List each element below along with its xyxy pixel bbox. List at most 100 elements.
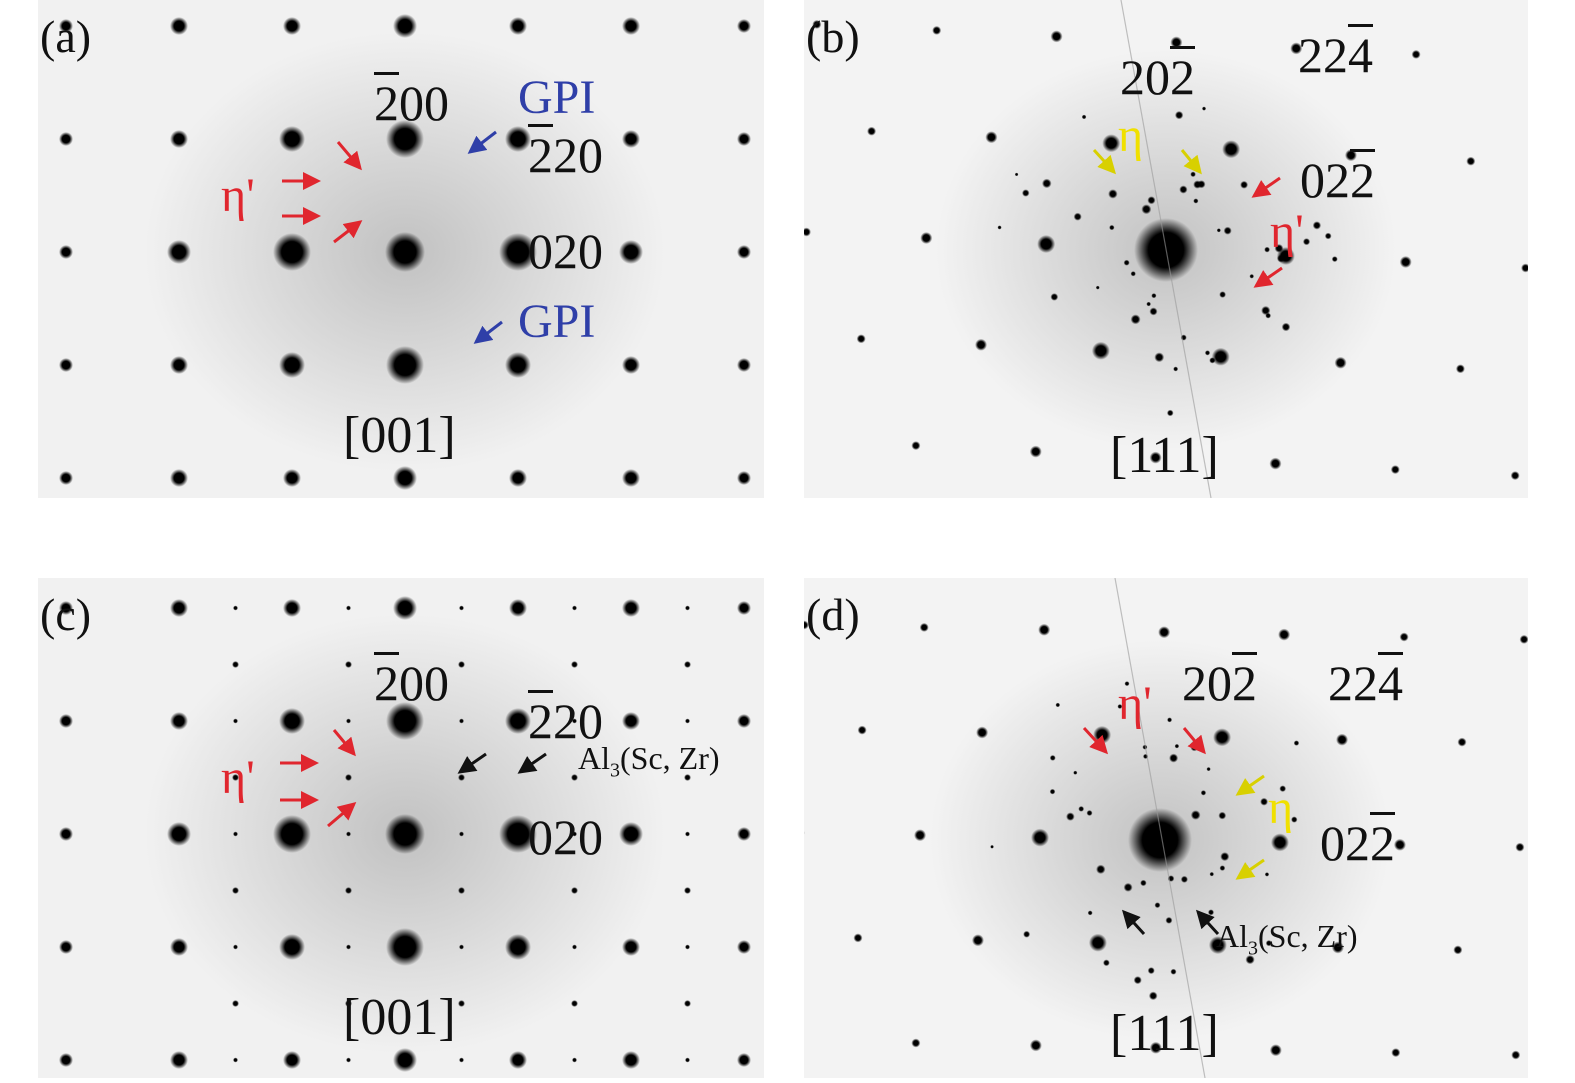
diffraction-spot: [1457, 737, 1467, 747]
diffraction-spot: [233, 1057, 238, 1063]
panel-label: (a): [40, 11, 92, 62]
diffraction-spot: [273, 815, 311, 853]
al3-sc-zr-label: Al3(Sc, Zr): [1216, 918, 1358, 960]
diffraction-spot: [505, 934, 531, 960]
diffraction-spot: [1148, 991, 1158, 1001]
diffraction-spot: [1190, 810, 1201, 820]
diffraction-spot: [1261, 305, 1271, 316]
diffraction-spot: [622, 356, 640, 374]
diffraction-spot: [1466, 156, 1476, 166]
diffraction-spot: [1519, 634, 1528, 644]
diffraction-spot: [572, 605, 577, 611]
diffraction-spot: [737, 601, 751, 615]
diffraction-spot: [1123, 882, 1133, 892]
diffraction-spot: [233, 718, 238, 724]
diffraction-spot: [1088, 933, 1107, 952]
diffraction-spot: [1219, 865, 1226, 871]
diffraction-spot: [1264, 872, 1270, 877]
diffraction-spot: [619, 240, 643, 264]
diffraction-spot: [1240, 180, 1249, 189]
diffraction-spot: [233, 605, 238, 611]
diffraction-spot: [1149, 451, 1162, 464]
diffraction-spot: [737, 1053, 751, 1067]
gpi-label-top: GPI: [518, 71, 596, 124]
diffraction-spot: [59, 471, 73, 485]
diffraction-spot: [1179, 185, 1188, 194]
diffraction-spot: [684, 661, 691, 668]
al3-sc-zr-label: Al3(Sc, Zr): [578, 740, 720, 782]
diffraction-spot: [1167, 717, 1173, 723]
diffraction-spot: [232, 1000, 239, 1007]
diffraction-pattern-b: [804, 0, 1528, 498]
diffraction-spot: [1265, 940, 1273, 947]
diffraction-spot: [1081, 114, 1087, 120]
diffraction-spot: [170, 356, 188, 374]
diffraction-spot: [622, 938, 640, 956]
diffraction-spot: [1200, 790, 1207, 796]
diffraction-spot: [1510, 471, 1520, 481]
diffraction-spot: [572, 831, 577, 837]
diffraction-spot: [1108, 189, 1118, 199]
diffraction-spot: [167, 822, 191, 846]
diffraction-spot: [685, 944, 690, 950]
diffraction-spot: [232, 661, 239, 668]
diffraction-spot: [1146, 301, 1151, 307]
diffraction-spot: [1154, 902, 1161, 909]
diffraction-spot: [1279, 785, 1287, 792]
diffraction-spot: [622, 469, 640, 487]
diffraction-spot: [170, 1051, 188, 1069]
diffraction-spot: [971, 934, 984, 947]
diffraction-spot: [737, 827, 751, 841]
diffraction-pattern-d: [804, 578, 1528, 1078]
diffraction-pattern-c: [38, 578, 764, 1078]
diffraction-spot: [1334, 356, 1347, 369]
diffraction-spot: [1216, 228, 1221, 233]
diffraction-spot: [812, 19, 822, 29]
diffraction-spot: [804, 830, 805, 835]
diffraction-spot: [386, 702, 424, 740]
diffraction-spot: [1269, 1044, 1282, 1057]
index-bar200: 200: [374, 75, 449, 131]
diffraction-spot: [459, 831, 464, 837]
diffraction-spot: [1274, 243, 1284, 253]
diffraction-spot: [853, 933, 863, 943]
diffraction-spot: [279, 708, 305, 734]
diffraction-spot: [167, 240, 191, 264]
diffraction-spot: [1096, 864, 1106, 875]
diffraction-spot: [911, 1038, 921, 1048]
zone-axis: [001]: [343, 407, 456, 464]
diffraction-spot: [1218, 811, 1227, 820]
diffraction-spot: [737, 358, 751, 372]
diffraction-spot: [737, 19, 751, 33]
diffraction-spot: [509, 17, 527, 35]
diffraction-spot: [232, 887, 239, 894]
diffraction-spot: [59, 19, 73, 33]
diffraction-spot: [1270, 833, 1289, 852]
diffraction-spot: [1302, 238, 1311, 246]
diffraction-spot: [1249, 273, 1255, 279]
diffraction-spot: [857, 725, 867, 735]
diffraction-spot: [1223, 226, 1232, 235]
panel-label: (c): [40, 589, 92, 640]
diffraction-spot: [684, 887, 691, 894]
diffraction-spot: [499, 233, 537, 271]
diffraction-spot: [572, 718, 577, 724]
diffraction-spot: [737, 714, 751, 728]
diffraction-spot: [571, 774, 578, 781]
diffraction-spot: [279, 352, 305, 378]
diffraction-spot: [1124, 681, 1130, 687]
diffraction-spot: [1091, 341, 1110, 360]
diffraction-spot: [170, 599, 188, 617]
diffraction-spot: [622, 130, 640, 148]
diffraction-spot: [1140, 879, 1147, 887]
diffraction-spot: [1391, 1048, 1401, 1058]
diffraction-spot: [1206, 766, 1211, 772]
diffraction-spot: [346, 1057, 351, 1063]
diffraction-spot: [1029, 1039, 1042, 1052]
diffraction-spot: [1190, 171, 1196, 178]
diffraction-spot: [1209, 871, 1215, 877]
diffraction-spot: [1399, 255, 1412, 268]
diffraction-spot: [1149, 307, 1158, 316]
diffraction-spot: [1050, 293, 1059, 301]
diffraction-spot: [386, 346, 424, 384]
